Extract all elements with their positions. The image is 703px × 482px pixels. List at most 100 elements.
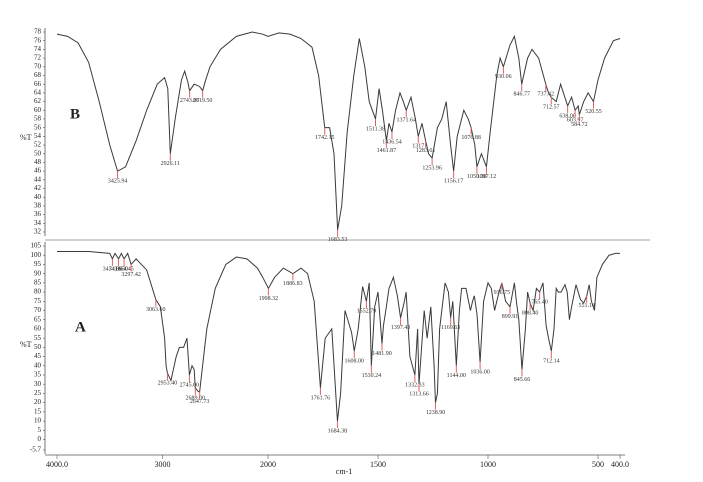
peak-label: 1742.15 bbox=[315, 135, 335, 141]
y-tick-label: 70 bbox=[34, 62, 42, 70]
x-tick-label: 4000.0 bbox=[46, 460, 68, 469]
peak-label: 936.75 bbox=[494, 290, 511, 296]
y-tick-label: 62 bbox=[34, 97, 42, 105]
peak-label: 1683.53 bbox=[328, 237, 348, 243]
y-tick-label: 58 bbox=[34, 115, 42, 123]
peak-label: 3425.94 bbox=[108, 179, 128, 185]
peak-label: 638.00 bbox=[559, 113, 576, 119]
y-tick-label: 50 bbox=[34, 343, 42, 351]
y-tick-label: 74 bbox=[34, 45, 42, 53]
y-tick-label: 66 bbox=[34, 80, 42, 88]
peak-label: 1371.64 bbox=[396, 118, 416, 124]
y-tick-label: 42 bbox=[34, 184, 42, 192]
x-tick-label: 3000 bbox=[155, 460, 171, 469]
y-tick-label: 5 bbox=[38, 426, 42, 434]
y-tick-label: 55 bbox=[34, 334, 42, 342]
peak-label: 2745.00 bbox=[180, 382, 200, 388]
x-tick-label: 1000 bbox=[480, 460, 496, 469]
peak-label: 2926.11 bbox=[161, 161, 180, 167]
peak-label: 712.57 bbox=[543, 105, 560, 111]
y-tick-label: 64 bbox=[34, 88, 42, 96]
x-tick-label: 1500 bbox=[370, 460, 386, 469]
peak-label: 846.77 bbox=[513, 92, 530, 98]
peak-label: 1397.43 bbox=[391, 325, 411, 331]
y-tick-label: 25 bbox=[34, 389, 42, 397]
peak-label: 1684.38 bbox=[328, 428, 348, 434]
y-tick-label: 60 bbox=[34, 325, 42, 333]
panel-label: A bbox=[75, 319, 86, 335]
y-tick-label: 20 bbox=[34, 398, 42, 406]
peak-label: 3063.60 bbox=[146, 307, 166, 313]
panel-label: B bbox=[70, 106, 80, 122]
y-tick-label: 48 bbox=[34, 158, 42, 166]
peak-label: 551.14 bbox=[578, 303, 595, 309]
y-tick-label: 80 bbox=[34, 288, 42, 296]
y-tick-label: 78 bbox=[34, 28, 42, 36]
y-tick-label: 36 bbox=[34, 210, 42, 218]
y-tick-label: 85 bbox=[34, 278, 42, 286]
x-tick-label: 400.0 bbox=[611, 460, 629, 469]
peak-label: 2647.73 bbox=[190, 399, 210, 405]
y-tick-label: 45 bbox=[34, 352, 42, 360]
peak-label: 520.55 bbox=[585, 109, 602, 115]
peak-label: 1156.17 bbox=[444, 179, 463, 185]
y-tick-label: 40 bbox=[34, 361, 42, 369]
peak-label: 1511.38 bbox=[366, 126, 385, 132]
peak-label: 737.42 bbox=[538, 92, 555, 98]
peak-label: 1608.00 bbox=[344, 358, 364, 364]
x-tick-label: 2000 bbox=[260, 460, 276, 469]
peak-label: 1332.33 bbox=[405, 382, 425, 388]
y-tick-label: 10 bbox=[34, 417, 42, 425]
y-tick-label: 15 bbox=[34, 407, 42, 415]
y-tick-label: 32 bbox=[34, 228, 42, 236]
y-tick-label: 75 bbox=[34, 297, 42, 305]
y-tick-label: 40 bbox=[34, 193, 42, 201]
peak-label: 3416.50 bbox=[109, 266, 129, 272]
x-axis-label: cm-1 bbox=[336, 467, 352, 476]
peak-label: 1238.90 bbox=[426, 410, 446, 416]
y-tick-label: 105 bbox=[31, 242, 42, 250]
y-tick-label: 68 bbox=[34, 71, 42, 79]
peak-label: 1461.87 bbox=[377, 148, 397, 154]
y-tick-label: 44 bbox=[34, 175, 42, 183]
x-tick-label: 500 bbox=[592, 460, 604, 469]
y-tick-label: 100 bbox=[31, 251, 42, 259]
y-tick-label: 65 bbox=[34, 315, 42, 323]
peak-label: 1076.88 bbox=[461, 135, 481, 141]
peak-label: 1530.24 bbox=[362, 373, 382, 379]
peak-label: 1761.76 bbox=[311, 395, 331, 401]
y-tick-label: 0 bbox=[38, 435, 42, 443]
peak-label: 2619.50 bbox=[193, 98, 213, 104]
peak-label: 1007.12 bbox=[477, 174, 497, 180]
peak-label: 1036.00 bbox=[470, 369, 490, 375]
peak-label: 2743.07 bbox=[180, 98, 200, 104]
y-axis-label: %T bbox=[20, 340, 32, 349]
peak-label: 584.72 bbox=[571, 122, 588, 128]
peak-label: 808.40 bbox=[522, 311, 539, 317]
y-tick-label: 90 bbox=[34, 269, 42, 277]
y-tick-label: 95 bbox=[34, 260, 42, 268]
peak-label: 1998.32 bbox=[259, 296, 279, 302]
y-tick-label: 38 bbox=[34, 202, 42, 210]
peak-label: 1144.00 bbox=[447, 373, 466, 379]
peak-label: 899.91 bbox=[502, 314, 519, 320]
peak-label: 2689.00 bbox=[186, 395, 206, 401]
peak-label: 1552.79 bbox=[357, 309, 377, 315]
peak-label: 1050.36 bbox=[467, 174, 487, 180]
y-tick-label: 56 bbox=[34, 123, 42, 131]
y-tick-label: 50 bbox=[34, 149, 42, 157]
peak-label: 1283.61 bbox=[416, 148, 436, 154]
peak-label: 845.66 bbox=[514, 377, 531, 383]
y-tick-label: 76 bbox=[34, 36, 42, 44]
peak-label: 1886.83 bbox=[283, 281, 303, 287]
peak-label: 603.97 bbox=[567, 118, 584, 124]
y-tick-label: -5.7 bbox=[30, 446, 42, 454]
y-tick-label: 30 bbox=[34, 380, 42, 388]
peak-label: 1317 bbox=[412, 144, 424, 150]
y-tick-label: 35 bbox=[34, 371, 42, 379]
peak-label: 1253.96 bbox=[422, 165, 442, 171]
spectrum-line bbox=[57, 251, 620, 422]
y-tick-label: 54 bbox=[34, 132, 42, 140]
y-tick-label: 60 bbox=[34, 106, 42, 114]
